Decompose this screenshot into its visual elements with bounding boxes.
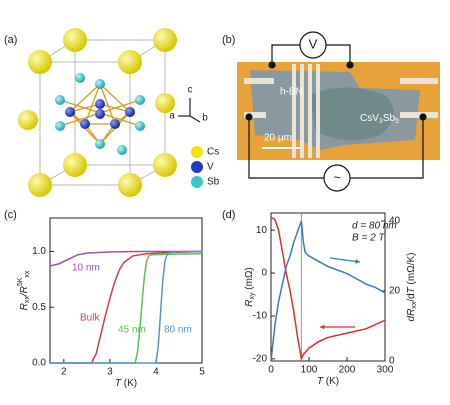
y-tick-label: 0.5 bbox=[32, 302, 46, 313]
axis-arrowhead bbox=[355, 259, 360, 264]
x-tick-label: 300 bbox=[377, 365, 394, 376]
annotation: d = 80 nm bbox=[352, 221, 397, 232]
x-axis-label-part: T bbox=[115, 378, 122, 389]
x-axis-label: T (K) bbox=[317, 376, 339, 387]
plot-frame bbox=[49, 217, 203, 364]
x-tick-label: 0 bbox=[268, 365, 274, 376]
x-axis-label-part: (K) bbox=[121, 378, 137, 389]
panel-label: (c) bbox=[4, 209, 17, 221]
annotation: B = 2 T bbox=[352, 233, 385, 244]
x-tick-label: 200 bbox=[339, 365, 356, 376]
legend-label: Sb bbox=[207, 177, 220, 188]
device-image bbox=[237, 62, 440, 160]
panel-label: (a) bbox=[4, 34, 17, 46]
x-tick-label: 3 bbox=[107, 367, 113, 378]
series-line bbox=[270, 216, 386, 362]
y-tick-label: -20 bbox=[253, 353, 268, 364]
series-line bbox=[270, 220, 386, 362]
y-axis-label-part: 5K bbox=[17, 277, 24, 286]
legend-label: V bbox=[207, 162, 214, 173]
series-label: 10 nm bbox=[72, 263, 100, 274]
material-label-part: CsV bbox=[360, 113, 379, 124]
y2-axis-label-part: /d bbox=[406, 293, 417, 301]
y-axis-label-part: xx bbox=[24, 296, 31, 304]
y2-axis-label-part: xx bbox=[411, 301, 418, 309]
x-axis-label: T (K) bbox=[115, 378, 137, 389]
y-tick-label: -10 bbox=[253, 311, 268, 322]
axis-arrow bbox=[329, 257, 361, 263]
y-axis-label-part: R bbox=[244, 300, 255, 307]
axis-arrowhead bbox=[320, 324, 325, 330]
x-tick-label: 100 bbox=[301, 365, 318, 376]
y2-axis-label-part: (mΩ/K) bbox=[406, 253, 417, 288]
y2-axis-label-part: dR bbox=[406, 309, 417, 322]
y-tick-label: 10 bbox=[256, 225, 268, 236]
series-label: 45 nm bbox=[118, 325, 146, 336]
axis-label: a bbox=[169, 111, 175, 122]
y-tick-label: 1.0 bbox=[32, 246, 46, 257]
y-axis-label-part: (mΩ) bbox=[244, 267, 255, 292]
y2-axis-label-part: T bbox=[406, 286, 417, 293]
legend-swatch bbox=[191, 176, 203, 188]
material-label-part: Sb bbox=[383, 113, 396, 124]
panel-label: (d) bbox=[222, 209, 235, 221]
y2-tick-label: 20 bbox=[389, 286, 401, 297]
y-axis-label-part: /R bbox=[19, 286, 30, 297]
series-line bbox=[49, 250, 202, 267]
atoms bbox=[18, 28, 177, 197]
y2-tick-label: 40 bbox=[389, 216, 401, 227]
material-label: h-BN bbox=[280, 87, 303, 98]
x-tick-label: 4 bbox=[153, 367, 159, 378]
series-label: Bulk bbox=[80, 313, 100, 324]
legend-swatch bbox=[191, 146, 203, 158]
material-label-part: 5 bbox=[395, 118, 399, 125]
y-axis-label: Rxx/R5Kxx bbox=[17, 270, 31, 310]
x-tick-label: 2 bbox=[61, 367, 67, 378]
series-label: 80 nm bbox=[164, 325, 192, 336]
x-tick-label: 5 bbox=[199, 367, 205, 378]
scale-bar-label: 20 μm bbox=[264, 133, 292, 144]
plot-frame bbox=[270, 212, 386, 362]
axis-indicator bbox=[178, 98, 201, 123]
series-line bbox=[50, 250, 203, 364]
y-axis-label-part: xy bbox=[249, 292, 256, 300]
y-tick-label: 0.0 bbox=[32, 358, 46, 369]
series-line bbox=[50, 250, 202, 364]
y2-tick-label: 0 bbox=[389, 356, 395, 367]
legend-label: Cs bbox=[207, 147, 219, 158]
axis-label: c bbox=[188, 85, 193, 96]
y2-axis-label: dRxx/dT (mΩ/K) bbox=[406, 253, 418, 322]
x-axis-label-part: (K) bbox=[323, 376, 339, 387]
x-axis-label-part: T bbox=[317, 376, 324, 387]
material-label: CsV3Sb5 bbox=[360, 113, 399, 125]
series-line bbox=[50, 252, 203, 364]
y-axis-label: Rxy (mΩ) bbox=[244, 267, 256, 306]
panel-label: (b) bbox=[222, 34, 235, 46]
legend-swatch bbox=[191, 161, 203, 173]
circuit bbox=[245, 31, 427, 192]
y-axis-label-part: R bbox=[19, 303, 30, 310]
material-label-part: 3 bbox=[379, 118, 383, 125]
axis-label: b bbox=[202, 113, 208, 124]
y-axis-label-part: xx bbox=[24, 270, 31, 278]
meter-label: V bbox=[309, 36, 318, 51]
y-tick-label: 0 bbox=[261, 268, 267, 279]
source-label: ~ bbox=[333, 169, 341, 184]
